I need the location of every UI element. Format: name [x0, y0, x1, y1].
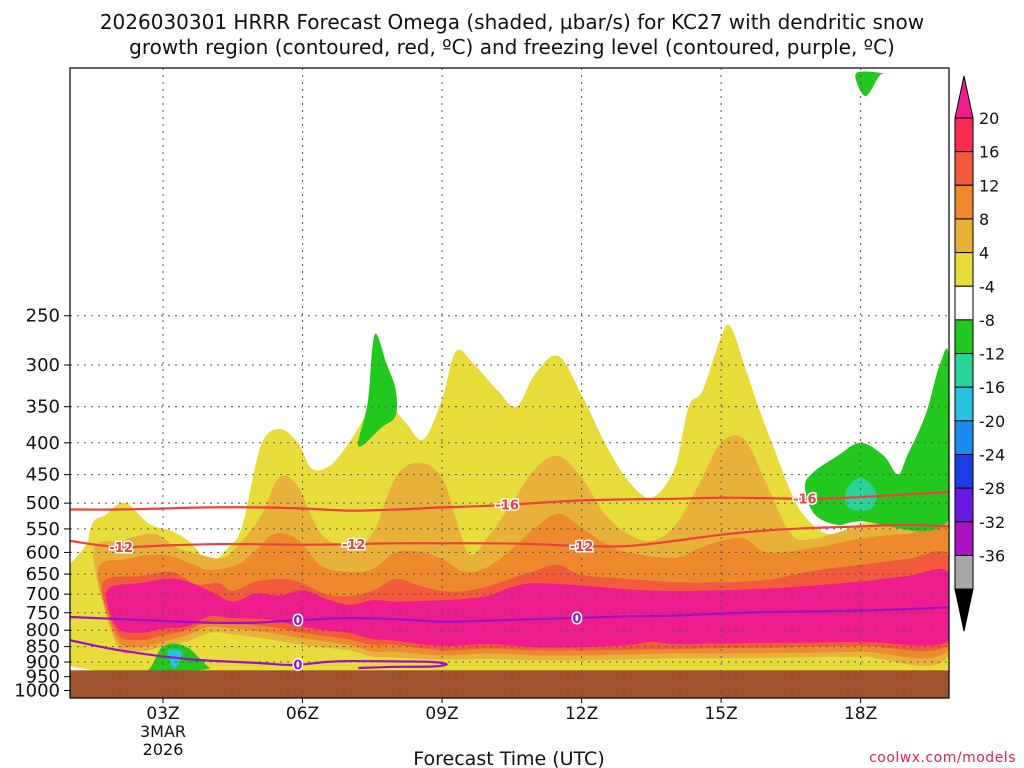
y-tick-label: 500: [26, 493, 60, 514]
contour-dendritic-16c: [70, 491, 949, 512]
contour-label: -16: [495, 499, 519, 514]
contour-label: -12: [342, 538, 366, 553]
y-axis: 2503003504004505005506006507007508008509…: [14, 306, 70, 702]
y-tick-label: 250: [26, 306, 60, 327]
y-tick-label: 900: [26, 652, 60, 673]
colorbar-swatch: [954, 252, 974, 287]
x-tick-label: 15Z: [704, 704, 737, 724]
x-tick-label: 06Z: [286, 704, 319, 724]
y-tick-label: 650: [26, 564, 60, 585]
colorbar-label: -12: [979, 345, 1005, 364]
omega-region-omega-20-pink-core: [106, 568, 949, 648]
contour-label: 0: [293, 614, 302, 629]
y-tick-label: 700: [26, 584, 60, 605]
colorbar-label: -16: [979, 378, 1005, 397]
colorbar-swatch: [954, 285, 974, 321]
y-tick-label: 950: [26, 667, 60, 688]
colorbar-swatch: [954, 454, 974, 489]
colorbar-swatch: [954, 521, 974, 556]
colorbar-label: -36: [979, 546, 1005, 565]
y-tick-label: 550: [26, 519, 60, 540]
colorbar-label: 12: [979, 176, 999, 195]
colorbar-bottom-arrow: [954, 588, 974, 632]
contour-label: 0: [293, 659, 302, 674]
y-tick-label: 750: [26, 603, 60, 624]
colorbar-swatch: [954, 353, 974, 388]
omega-region-omega-8-to-4-aloft: [357, 333, 398, 447]
y-tick-label: 400: [26, 433, 60, 454]
x-tick-label: 12Z: [565, 704, 598, 724]
y-tick-label: 1000: [14, 681, 60, 702]
colorbar-label: -4: [979, 277, 995, 296]
colorbar-swatch: [954, 319, 974, 355]
colorbar-label: 8: [979, 210, 989, 229]
omega-region-omega-8-to-4-upper-right: [855, 71, 886, 97]
ground-terrain: [70, 670, 949, 698]
x-axis-label: Forecast Time (UTC): [413, 748, 604, 768]
y-tick-label: 350: [26, 397, 60, 418]
contour-label: -12: [570, 540, 594, 555]
x-tick-sublabel-date: 3MAR: [140, 722, 186, 741]
ground: [70, 670, 949, 698]
colorbar-swatch: [954, 386, 974, 422]
colorbar-swatch: [954, 420, 974, 456]
colorbar-swatch: [954, 554, 974, 590]
y-tick-label: 600: [26, 542, 60, 563]
omega-region-omega-8-to-4-right: [804, 348, 949, 532]
colorbar-swatch: [954, 218, 974, 254]
y-tick-label: 300: [26, 355, 60, 376]
colorbar-label: -8: [979, 311, 995, 330]
chart-title-line2: growth region (contoured, red, ºC) and f…: [129, 35, 895, 59]
colorbar-label: -20: [979, 412, 1005, 431]
colorbar-swatch: [954, 151, 974, 186]
colorbar-label: -28: [979, 479, 1005, 498]
contour-freezing-level-0c-near-surface: [70, 639, 448, 670]
contour-freezing-level-0c: [70, 606, 949, 625]
contour-label: -12: [109, 541, 133, 556]
y-tick-label: 800: [26, 620, 60, 641]
contours: 0 0 0 -12 -12 -12 -16 -16: [70, 491, 949, 675]
x-tick-label: 18Z: [844, 704, 877, 724]
y-tick-label: 850: [26, 637, 60, 658]
colorbar: 20 16 12 8 4 -4 -8 -12 -16 -20 -24 -28 -32 -36: [954, 75, 1005, 632]
x-tick-label: 09Z: [425, 704, 458, 724]
colorbar-swatch: [954, 117, 974, 153]
x-tick-label: 03Z: [146, 704, 179, 724]
plot-frame: [69, 67, 950, 699]
colorbar-label: 16: [979, 143, 999, 162]
chart-title-line1: 2026030301 HRRR Forecast Omega (shaded, …: [100, 10, 924, 34]
colorbar-swatch: [954, 487, 974, 523]
colorbar-label: -24: [979, 446, 1005, 465]
contour-dendritic-12c: [70, 523, 949, 549]
colorbar-label: -32: [979, 513, 1005, 532]
grid: [70, 68, 949, 698]
contour-label: 0: [572, 612, 581, 627]
credit-text: coolwx.com/models: [869, 750, 1016, 766]
contour-label: -16: [793, 493, 817, 508]
x-tick-sublabel-year: 2026: [143, 740, 184, 759]
colorbar-label: 4: [979, 244, 989, 263]
y-tick-label: 450: [26, 465, 60, 486]
colorbar-label: 20: [979, 109, 999, 128]
colorbar-swatch: [954, 184, 974, 220]
